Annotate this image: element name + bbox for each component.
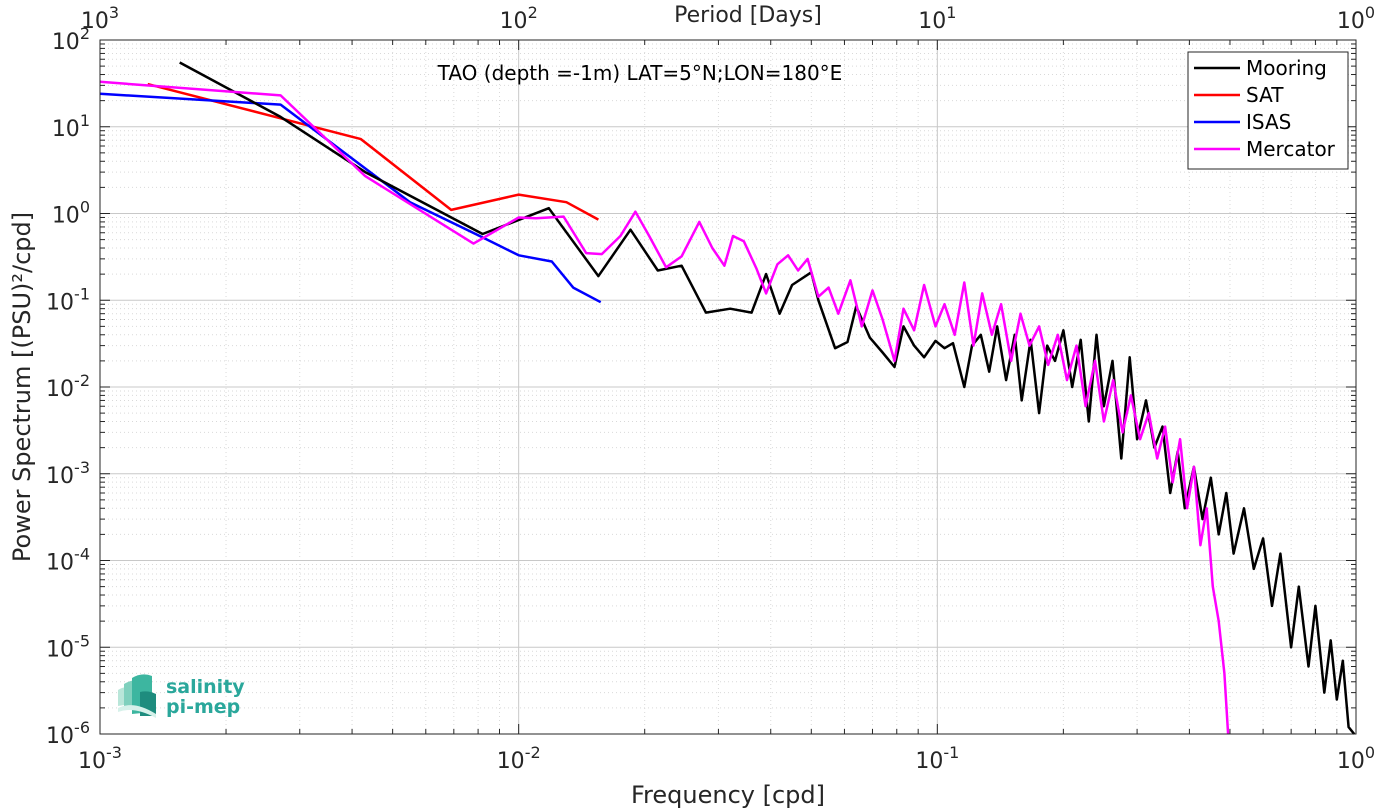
- x2-tick-label-exponent: 3: [109, 3, 119, 22]
- y-tick-label-exponent: -6: [74, 718, 90, 737]
- x2-tick-label-exponent: 1: [946, 3, 956, 22]
- x2-tick-label: 101: [918, 3, 956, 34]
- y-tick-label-exponent: 0: [80, 198, 90, 217]
- x2-tick-label: 102: [500, 3, 538, 34]
- y-tick-label-exponent: -2: [74, 371, 90, 390]
- x-tick-label: 10-1: [915, 743, 959, 774]
- y-tick-label-base: 10: [46, 551, 74, 576]
- y-tick-label-exponent: -1: [74, 284, 90, 303]
- x2-tick-label: 103: [81, 3, 119, 34]
- y-tick-label: 10-6: [46, 718, 90, 749]
- x2-tick-label-base: 10: [918, 9, 946, 34]
- y-tick-label-base: 10: [52, 30, 80, 55]
- grid-lines: [99, 39, 1357, 735]
- legend-label-sat: SAT: [1246, 83, 1284, 107]
- x-tick-label-exponent: 0: [1365, 743, 1375, 762]
- x-tick-label: 100: [1337, 743, 1375, 774]
- series-line-mercator: [99, 80, 1230, 735]
- y-tick-label: 102: [52, 24, 90, 55]
- y-tick-label: 10-4: [46, 545, 90, 576]
- y-tick-label-base: 10: [46, 290, 74, 315]
- logo-text-line1: salinity: [166, 676, 245, 698]
- legend-label-mercator: Mercator: [1246, 137, 1336, 161]
- logo-text-line2: pi-mep: [166, 696, 240, 718]
- x-tick-label: 10-2: [497, 743, 541, 774]
- x2-tick-label-base: 10: [81, 9, 109, 34]
- y-tick-label-exponent: -3: [74, 458, 90, 477]
- x-tick-label-base: 10: [78, 749, 106, 774]
- x2-axis-label: Period [Days]: [674, 3, 822, 28]
- x-tick-label-exponent: -2: [525, 743, 541, 762]
- y-tick-label-base: 10: [46, 724, 74, 749]
- logo-graphic: [118, 674, 156, 718]
- y-tick-label-base: 10: [46, 637, 74, 662]
- y-tick-label-exponent: -4: [74, 545, 90, 564]
- x-axis-label: Frequency [cpd]: [631, 781, 825, 809]
- y-tick-label: 10-3: [46, 458, 90, 489]
- x2-tick-label-exponent: 2: [528, 3, 538, 22]
- y-tick-label-base: 10: [46, 377, 74, 402]
- y-tick-label-exponent: -5: [74, 631, 90, 650]
- y-tick-label: 10-1: [46, 284, 90, 315]
- y-tick-label: 10-5: [46, 631, 90, 662]
- legend-label-mooring: Mooring: [1246, 56, 1327, 80]
- x-tick-label: 10-3: [78, 743, 122, 774]
- x2-tick-label: 100: [1337, 3, 1375, 34]
- y-tick-label: 10-2: [46, 371, 90, 402]
- y-tick-label: 101: [52, 111, 90, 142]
- series-line-mooring: [179, 61, 1356, 735]
- x2-tick-label-exponent: 0: [1365, 3, 1375, 22]
- x2-tick-label-base: 10: [500, 9, 528, 34]
- y-tick-label-base: 10: [46, 464, 74, 489]
- legend-label-isas: ISAS: [1246, 110, 1291, 134]
- x-tick-label-exponent: -1: [943, 743, 959, 762]
- y-tick-label-exponent: 2: [80, 24, 90, 43]
- legend: Mooring SAT ISAS Mercator: [1187, 51, 1349, 170]
- y-axis-label: Power Spectrum [(PSU)²/cpd]: [8, 212, 36, 562]
- salinity-pimep-logo: salinity pi-mep: [118, 674, 245, 718]
- y-tick-label-base: 10: [52, 204, 80, 229]
- x2-tick-label-base: 10: [1337, 9, 1365, 34]
- x-tick-label-base: 10: [915, 749, 943, 774]
- tick-marks: [99, 39, 1357, 735]
- x-tick-label-base: 10: [497, 749, 525, 774]
- x-tick-label-exponent: -3: [106, 743, 122, 762]
- y-tick-label-exponent: 1: [80, 111, 90, 130]
- y-tick-label-base: 10: [52, 117, 80, 142]
- x-tick-label-base: 10: [1337, 749, 1365, 774]
- y-tick-label: 100: [52, 198, 90, 229]
- series-group: [99, 61, 1356, 735]
- series-line-isas: [99, 92, 602, 304]
- chart-title: TAO (depth =-1m) LAT=5°N;LON=180°E: [437, 61, 843, 85]
